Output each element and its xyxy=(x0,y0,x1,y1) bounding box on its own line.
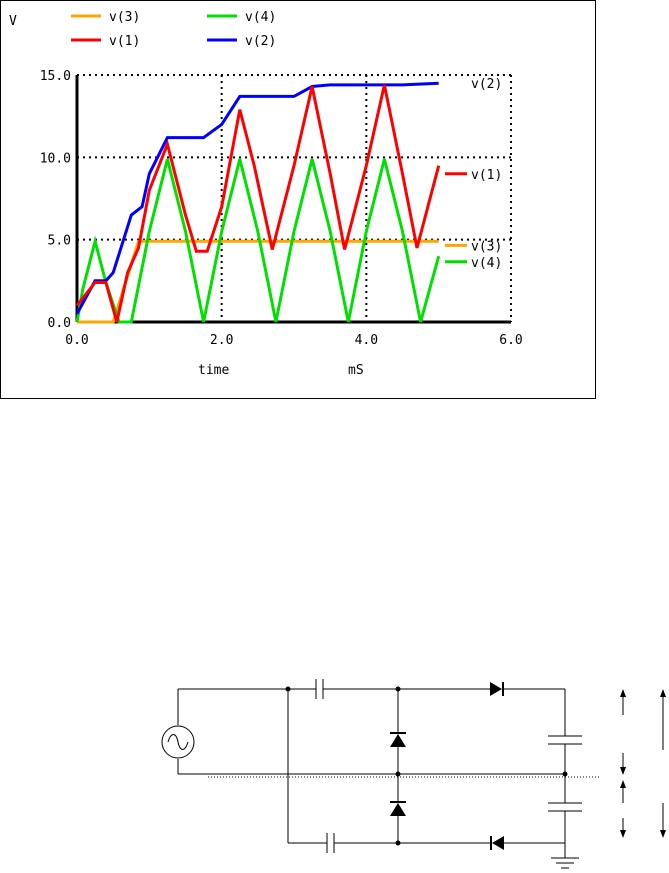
tick-labels: 0.0 2.0 4.0 6.0 0.0 5.0 10.0 15.0 xyxy=(40,69,523,348)
chart-frame: 0.0 2.0 4.0 6.0 0.0 5.0 10.0 15.0 v(3) v(4) v(1) v… xyxy=(0,0,596,399)
x-tick-label: 4.0 xyxy=(355,333,378,348)
series-line-v2 xyxy=(75,81,439,315)
axes xyxy=(75,75,511,324)
end-label: v(2) xyxy=(471,77,502,92)
x-tick-label: 2.0 xyxy=(210,333,233,348)
junction-dot xyxy=(562,771,568,777)
end-label: v(1) xyxy=(471,168,502,183)
sine-wave-icon xyxy=(167,734,189,750)
series-line-v1 xyxy=(75,84,441,323)
legend-label: v(1) xyxy=(109,34,140,49)
legend-label: v(3) xyxy=(109,10,140,25)
junction-dot xyxy=(395,686,401,692)
junction-dot xyxy=(285,686,291,692)
ac-source-icon xyxy=(161,725,195,759)
y-tick-label: 15.0 xyxy=(40,69,71,84)
grid xyxy=(77,74,512,322)
diode-icon xyxy=(390,734,406,747)
y-tick-label: 10.0 xyxy=(40,151,71,166)
line-chart: 0.0 2.0 4.0 6.00.05.010.015.0 v(3) v(4)v(1) v… xyxy=(9,10,523,378)
circuit-diagram xyxy=(161,679,666,869)
series-line-v3 xyxy=(77,239,439,324)
x-tick-label: 6.0 xyxy=(499,333,522,348)
junction-dot xyxy=(395,771,401,777)
diode-icon xyxy=(390,803,406,816)
y-tick-label: 0.0 xyxy=(48,316,71,331)
legend: v(3) v(4) v(1) v(2) xyxy=(71,10,276,49)
x-tick-label: 0.0 xyxy=(65,333,88,348)
diode-icon xyxy=(490,682,502,696)
end-label: v(3) xyxy=(471,239,502,254)
y-tick-label: 5.0 xyxy=(48,234,71,249)
end-label: v(4) xyxy=(471,256,502,271)
end-labels: v(2) v(1) v(3) v(4) xyxy=(445,77,502,271)
legend-label: v(2) xyxy=(245,34,276,49)
series-lines xyxy=(75,81,441,324)
diode-icon xyxy=(492,836,504,850)
legend-label: v(4) xyxy=(245,10,276,25)
x-axis-label: time xyxy=(198,363,229,378)
junction-dot xyxy=(395,840,401,846)
x-axis-unit: mS xyxy=(348,363,364,378)
y-axis-label: V xyxy=(9,14,17,29)
